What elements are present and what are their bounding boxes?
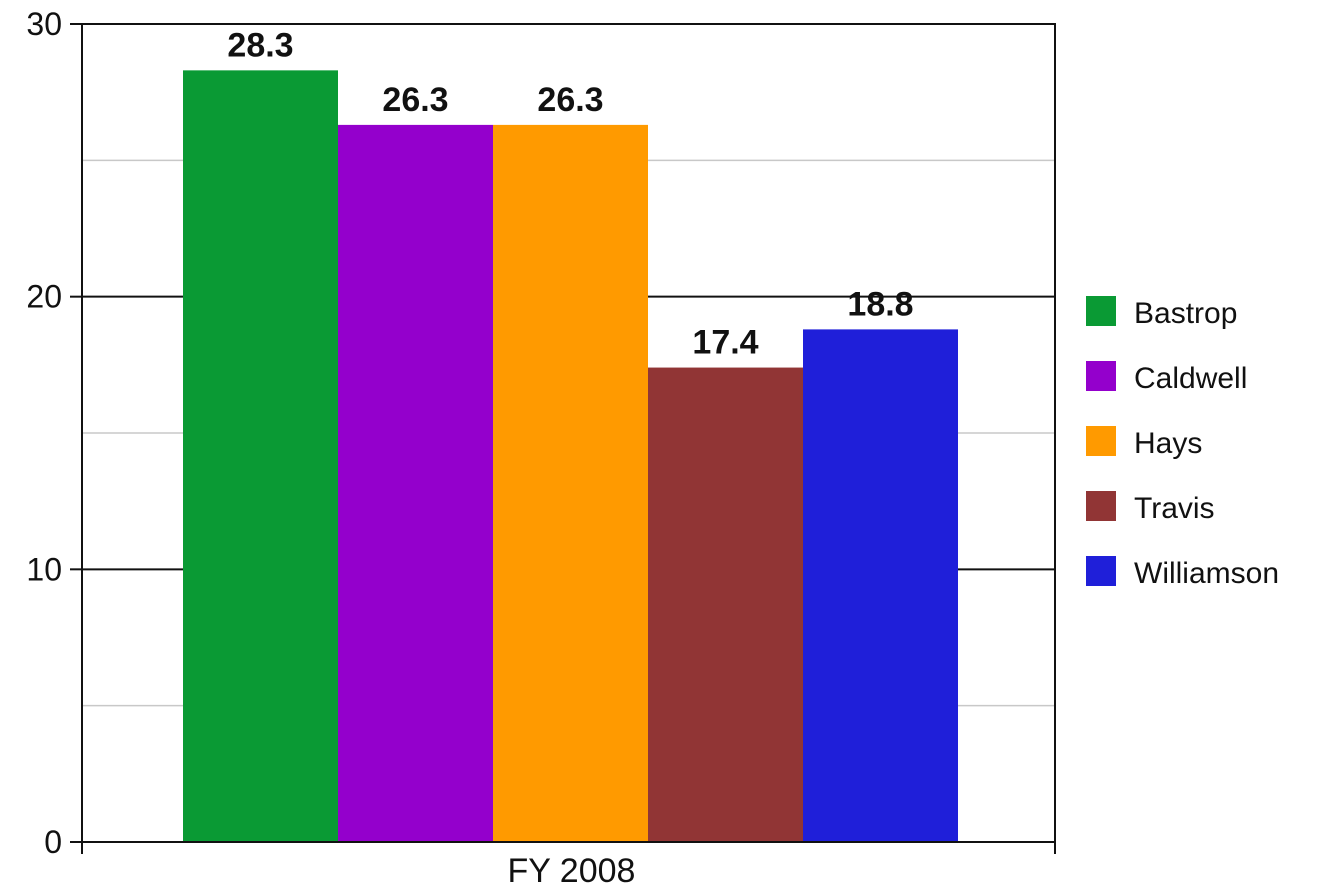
bar-caldwell — [338, 124, 493, 843]
legend: Bastrop Caldwell Hays Travis Williamson — [1086, 296, 1279, 590]
bar-hays — [493, 124, 648, 843]
legend-label-caldwell: Caldwell — [1134, 362, 1247, 395]
bars — [183, 70, 958, 843]
legend-label-travis: Travis — [1134, 492, 1215, 525]
legend-label-williamson: Williamson — [1134, 557, 1279, 590]
data-label-bastrop: 28.3 — [227, 26, 293, 64]
legend-swatch-caldwell — [1086, 361, 1116, 391]
y-tick-label: 0 — [44, 824, 62, 860]
legend-label-hays: Hays — [1134, 427, 1202, 460]
data-label-caldwell: 26.3 — [382, 81, 448, 119]
data-label-williamson: 18.8 — [847, 285, 913, 323]
legend-swatch-travis — [1086, 491, 1116, 521]
legend-swatch-williamson — [1086, 556, 1116, 586]
bar-travis — [648, 367, 803, 842]
bar-bastrop — [183, 70, 338, 842]
y-tick-label: 30 — [26, 6, 62, 42]
y-tick-label: 10 — [26, 551, 62, 587]
bar-williamson — [803, 329, 958, 842]
y-axis-ticks: 0 10 20 30 — [26, 6, 82, 860]
legend-swatch-hays — [1086, 426, 1116, 456]
data-labels: 28.3 26.3 26.3 17.4 18.8 — [227, 26, 913, 361]
legend-swatch-bastrop — [1086, 296, 1116, 326]
x-category-label: FY 2008 — [508, 852, 636, 889]
x-axis-categories: FY 2008 — [508, 852, 636, 889]
data-label-travis: 17.4 — [692, 324, 758, 362]
plot-border — [81, 23, 1056, 843]
legend-label-bastrop: Bastrop — [1134, 297, 1237, 330]
plot-frame — [81, 23, 1056, 854]
data-label-hays: 26.3 — [537, 81, 603, 119]
y-tick-label: 20 — [26, 279, 62, 315]
